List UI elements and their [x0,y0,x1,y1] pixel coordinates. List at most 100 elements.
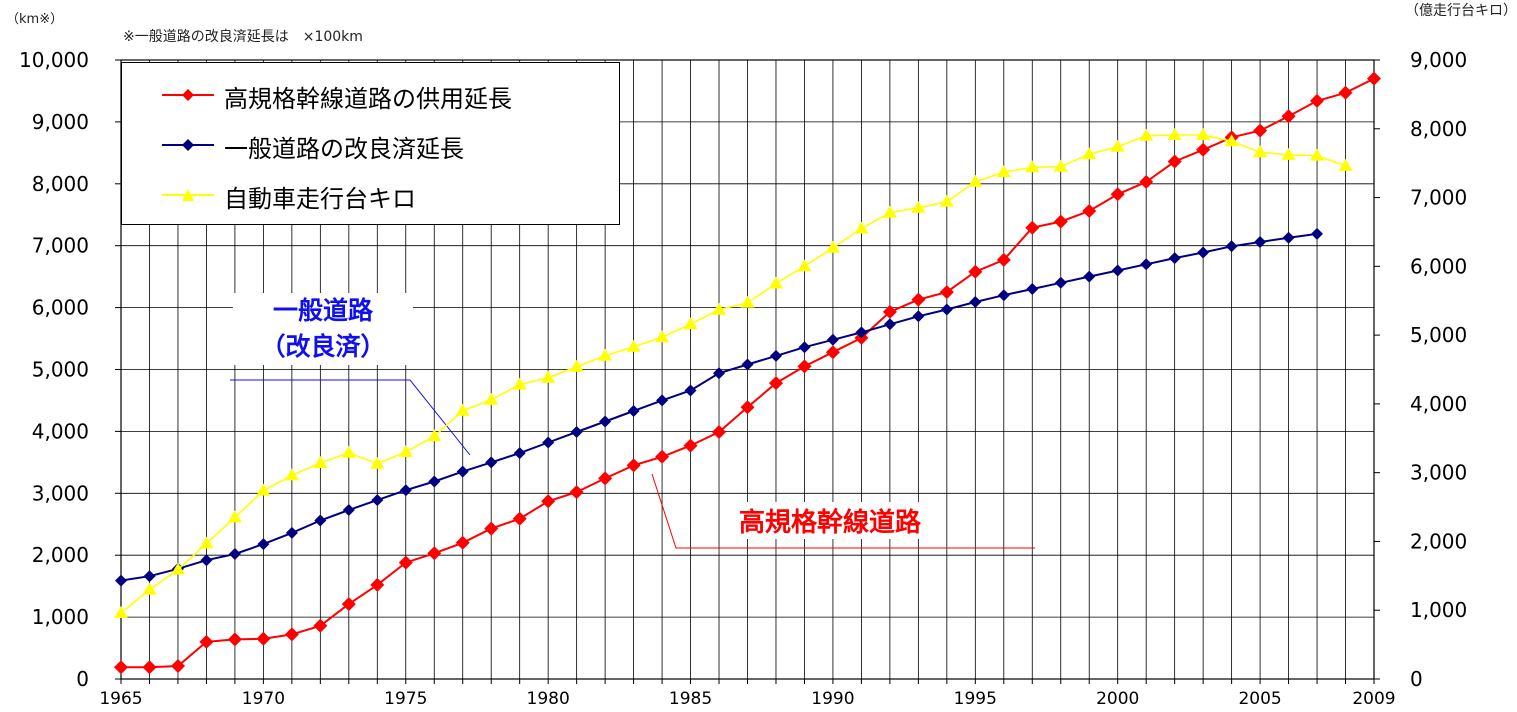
series-1-point [200,554,213,567]
series-2-point [455,403,470,416]
series-2-point [740,295,755,308]
series-1-point [143,570,156,583]
series-0-point [1082,204,1097,218]
right-y-axis: 0 1,000 2,000 3,000 4,000 5,000 6,000 7,000 8,00… [1374,48,1467,691]
series-2-point [199,536,214,549]
series-0-point [541,494,556,509]
series-1-point [883,318,896,331]
series-2-point [797,259,812,272]
right-axis-unit: （億走行台キロ） [1405,3,1517,19]
leader-high-standard-road [651,473,1035,549]
series-1-point [1225,240,1238,253]
series-2-point [341,445,356,458]
series-1-point [228,548,241,560]
series-2-point [769,276,783,289]
series-1-point [798,341,811,354]
series-2-point [1253,145,1268,158]
y-right-tick-label: 2,000 [1410,529,1467,553]
series-2-point [1196,128,1211,140]
legend-label-general-road: 一般道路の改良済延長 [224,135,464,163]
series-0-point [712,425,726,439]
series-0-point [1167,154,1182,169]
legend-diamond-icon-navy [182,139,194,151]
series-0-point [683,438,698,453]
series-0-point [1367,71,1381,86]
series-1-point [485,456,498,469]
y-left-tick-label: 6,000 [32,296,89,320]
series-1-point [599,415,612,428]
series-0-point [313,618,328,633]
annotation-general-road-line2: （改良済） [260,332,386,361]
legend-diamond-icon-red [182,89,194,101]
series-2-point [598,348,613,361]
y-right-tick-label: 1,000 [1410,598,1467,622]
x-tick-label: 1975 [384,689,427,709]
series-1-point [826,333,839,346]
series-0-point [284,627,299,642]
series-2-point [968,174,983,187]
series-2-point [939,194,954,207]
series-1-point [684,384,697,397]
leader-general-road [230,379,471,456]
series-0-point [1139,174,1154,189]
series-2-point [683,317,698,330]
series-1-point [912,310,925,323]
series-2-point [569,359,584,372]
series-1-point [428,475,441,488]
series-0-point [256,631,271,646]
series-1-point [1111,264,1124,277]
legend-label-high-standard: 高規格幹線道路の供用延長 [224,85,512,113]
series-2-point [1338,158,1353,171]
x-tick-label: 2005 [1238,689,1281,709]
series-1-point [314,514,327,527]
series-0-point [341,597,356,612]
y-right-tick-label: 4,000 [1410,392,1467,416]
series-0-point [142,660,157,675]
series-0-point [939,285,954,300]
series-1-point [1282,231,1295,244]
series-1-point [1197,246,1210,259]
series-1-point [627,405,640,417]
series-2-point [313,456,328,468]
series-1-point [969,296,982,308]
series-2-point [854,221,869,234]
series-2-point [1224,134,1239,147]
series-0-point [825,345,840,360]
series-2-point [512,377,527,390]
legend-label-vehicle-km: 自動車走行台キロ [224,185,416,213]
series-1-point [855,326,868,339]
series-0-point [1338,85,1353,100]
series-1-point [1140,258,1153,271]
y-right-tick-label: 7,000 [1410,186,1467,210]
series-0-point [199,634,214,649]
series-0-point [740,400,755,415]
x-tick-label: 1995 [954,689,997,709]
series-0-point [398,555,413,570]
series-0-point [1110,187,1125,202]
y-left-tick-label: 2,000 [32,543,89,567]
series-2-point [626,339,641,352]
series-1-point [1054,276,1067,289]
series-1-point [399,484,412,497]
left-y-axis: 0 1,000 2,000 3,000 4,000 5,000 6,000 7,000 8,00… [19,48,121,691]
series-2-point [1167,128,1182,140]
series-1-point [1168,252,1181,265]
series-0-point [484,521,499,536]
series-0-point [1053,214,1068,229]
series-0-point [996,252,1011,267]
series-0-point [968,264,983,279]
series-1-point [456,465,469,478]
series-0-point [455,535,470,550]
series-2-point [1281,147,1296,160]
series-1-point [1026,283,1039,295]
x-tick-label: 1990 [811,689,854,709]
y-left-tick-label: 5,000 [32,358,89,382]
y-left-tick-label: 7,000 [32,234,89,258]
x-tick-label: 1970 [242,689,285,709]
axis-note: ※一般道路の改良済延長は ×100km [123,29,363,45]
series-2-point [1053,159,1068,172]
series-1-point [741,358,754,371]
y-right-tick-label: 3,000 [1410,461,1467,485]
series-0-point [370,577,385,592]
series-1-point [1254,236,1267,248]
